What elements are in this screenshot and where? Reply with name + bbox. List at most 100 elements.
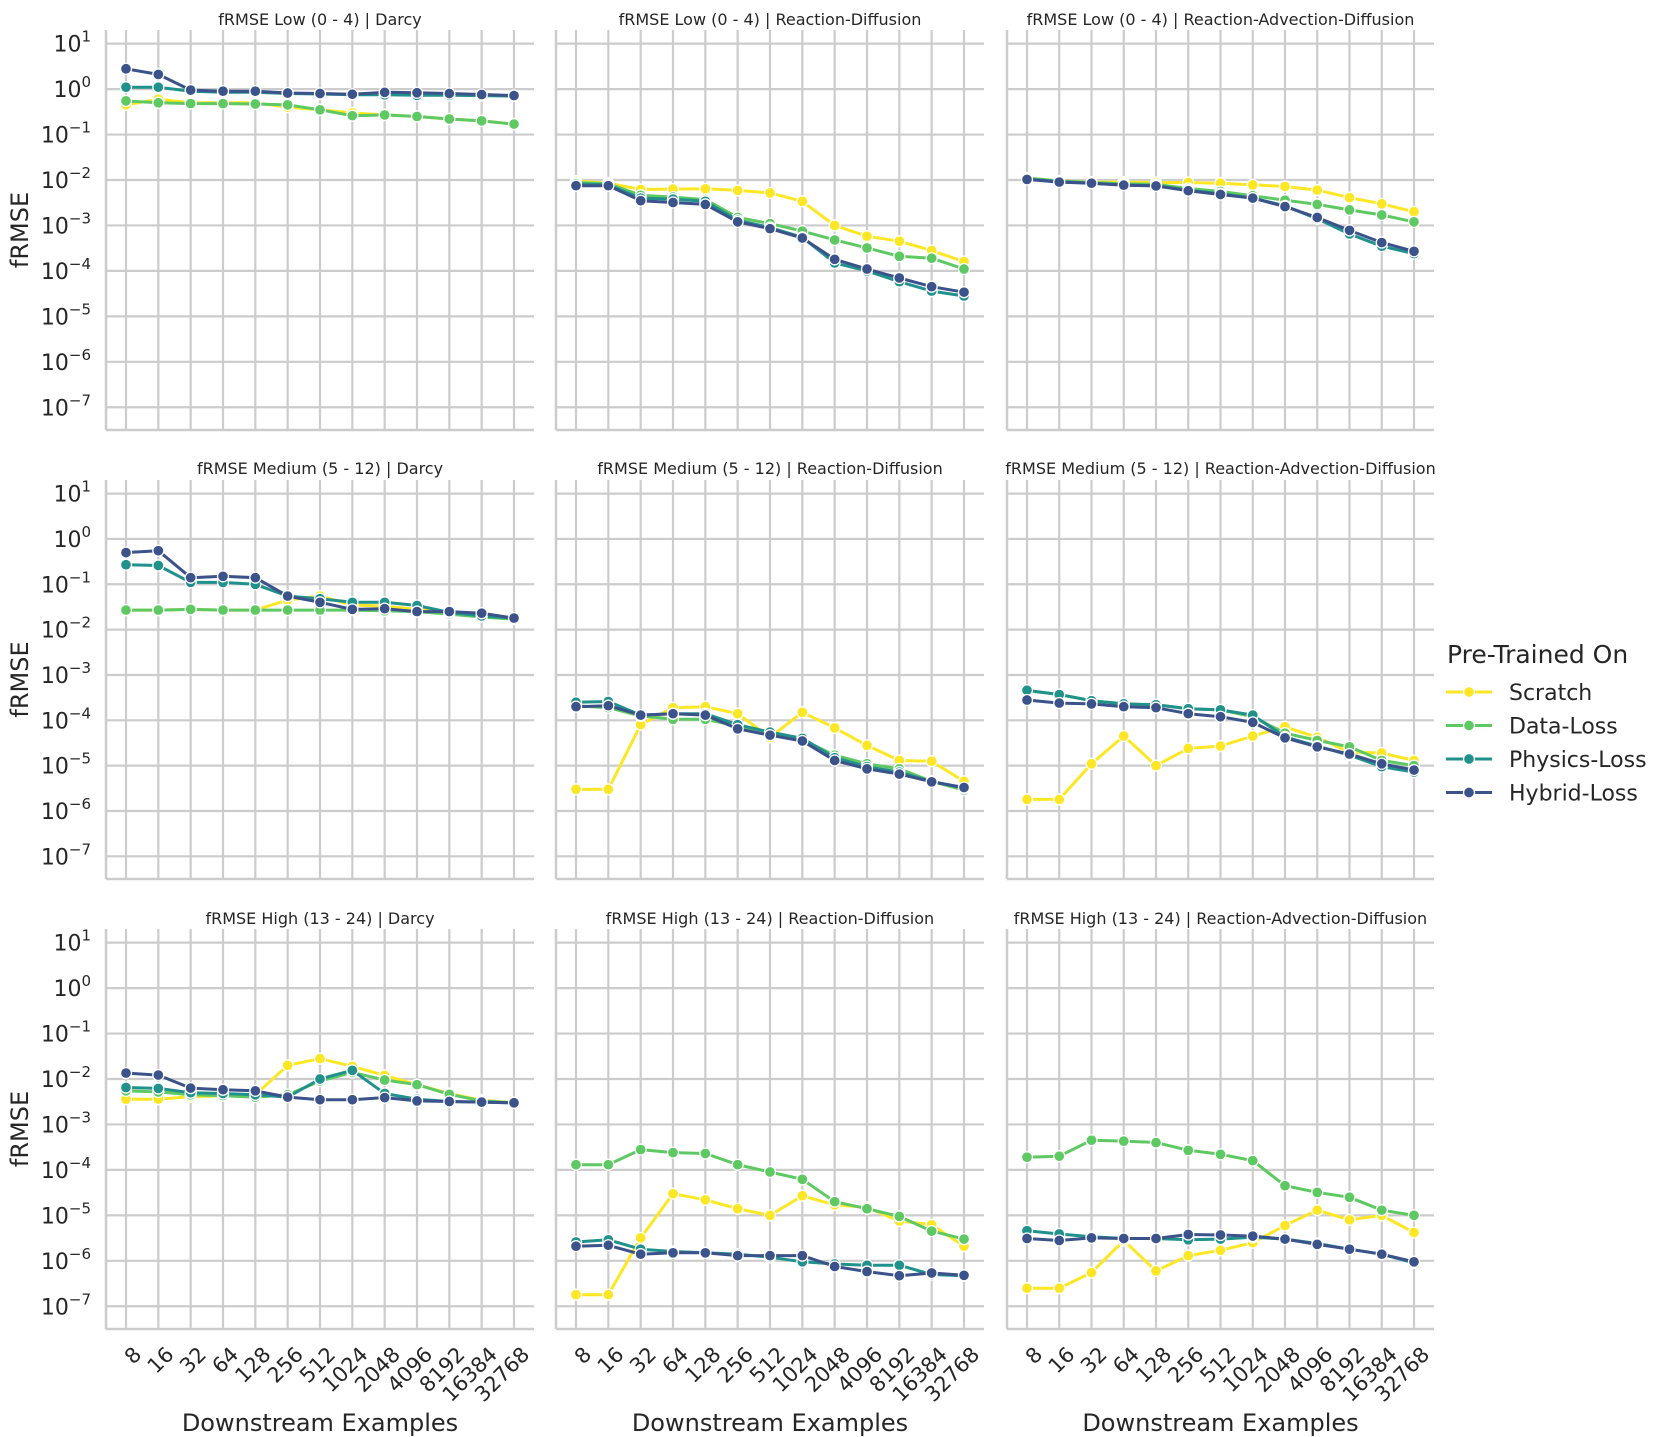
y-tick-label: 10−5 xyxy=(41,750,91,780)
data-point xyxy=(699,1193,712,1206)
data-point xyxy=(313,1072,327,1086)
data-point xyxy=(1117,729,1130,743)
data-point xyxy=(569,179,583,192)
data-point xyxy=(1149,179,1163,193)
y-tick-label: 10−1 xyxy=(41,1018,91,1048)
data-point xyxy=(1343,747,1356,761)
data-point xyxy=(216,1083,230,1096)
data-point xyxy=(569,1158,583,1171)
data-point xyxy=(763,186,777,200)
data-point xyxy=(443,1095,456,1108)
data-point xyxy=(860,762,874,775)
data-point xyxy=(763,1165,777,1179)
data-point xyxy=(184,571,197,584)
legend-item: Hybrid-Loss xyxy=(1446,782,1638,807)
data-point xyxy=(1020,693,1034,707)
data-point xyxy=(1278,180,1292,193)
data-point xyxy=(216,570,230,583)
y-tick-label: 10−7 xyxy=(41,1290,91,1320)
data-point xyxy=(925,755,938,768)
data-point xyxy=(346,603,359,616)
legend-item: Scratch xyxy=(1446,681,1592,706)
data-point xyxy=(634,708,647,722)
data-point xyxy=(249,97,262,111)
data-point xyxy=(475,1095,488,1109)
chart-panel: fRMSE Low (0 - 4) | Reaction-Advection-D… xyxy=(1005,10,1434,432)
panel-title: fRMSE High (13 - 24) | Darcy xyxy=(205,909,434,928)
data-point xyxy=(828,253,841,266)
data-point xyxy=(731,1158,744,1171)
data-point xyxy=(507,611,521,625)
data-point xyxy=(443,87,456,100)
data-point xyxy=(1246,178,1259,192)
data-point xyxy=(152,1082,165,1095)
chart-panel: fRMSE Medium (5 - 12) | Darcy 101 100 10−1 1… xyxy=(6,459,534,881)
y-axis-label: fRMSE xyxy=(6,641,34,717)
data-point xyxy=(666,707,680,720)
data-point xyxy=(281,98,294,112)
series-hybrid-loss xyxy=(119,62,521,102)
data-point xyxy=(119,603,133,617)
data-point xyxy=(1182,184,1195,197)
data-point xyxy=(796,1189,809,1202)
data-point xyxy=(1182,742,1195,755)
data-point xyxy=(184,97,197,110)
legend-title: Pre-Trained On xyxy=(1447,640,1628,669)
data-point xyxy=(1375,757,1388,770)
data-point xyxy=(569,1240,583,1253)
data-point xyxy=(1182,1249,1195,1262)
data-point xyxy=(249,1084,262,1097)
data-point xyxy=(1343,1213,1356,1226)
data-point xyxy=(1182,1144,1195,1157)
data-point xyxy=(119,1066,133,1080)
data-point xyxy=(666,1246,680,1259)
data-point xyxy=(731,722,744,735)
data-point xyxy=(378,108,391,122)
data-point xyxy=(1085,177,1098,190)
legend-swatch-marker xyxy=(1462,719,1476,732)
x-tick-label: 32 xyxy=(625,1342,661,1378)
data-point xyxy=(602,1288,615,1301)
y-tick-label: 100 xyxy=(53,972,91,1002)
data-point xyxy=(860,1265,874,1278)
data-point xyxy=(378,86,391,99)
data-point xyxy=(893,250,906,263)
data-point xyxy=(281,1090,294,1104)
series-hybrid-loss xyxy=(569,699,971,794)
data-point xyxy=(281,86,294,100)
data-point xyxy=(119,94,133,108)
series-hybrid-loss xyxy=(1020,173,1421,258)
data-point xyxy=(1182,1228,1195,1241)
data-point xyxy=(1246,716,1259,729)
data-point xyxy=(957,262,971,276)
data-point xyxy=(119,558,133,571)
data-point xyxy=(410,1094,424,1108)
x-axis-label: Downstream Examples xyxy=(182,1409,458,1437)
data-point xyxy=(152,68,165,81)
data-point xyxy=(249,571,262,584)
data-point xyxy=(1278,200,1292,213)
data-point xyxy=(1085,1231,1098,1245)
data-point xyxy=(1375,1204,1388,1217)
data-point xyxy=(507,117,521,131)
data-point xyxy=(1020,173,1034,186)
chart-panel: fRMSE High (13 - 24) | Reaction-Diffusio… xyxy=(554,909,984,1437)
data-point xyxy=(699,182,712,195)
y-tick-label: 10−1 xyxy=(41,119,91,149)
data-point xyxy=(763,1249,777,1262)
data-point xyxy=(1407,245,1421,258)
data-point xyxy=(1149,1264,1163,1278)
data-point xyxy=(893,235,906,248)
data-point xyxy=(1020,1282,1034,1295)
data-point xyxy=(957,1269,971,1282)
data-point xyxy=(346,1093,359,1106)
x-tick-label: 16 xyxy=(593,1342,629,1378)
data-point xyxy=(346,109,359,122)
data-point xyxy=(1117,700,1130,713)
data-point xyxy=(1375,197,1388,210)
chart-panel: fRMSE Medium (5 - 12) | Reaction-Advecti… xyxy=(1005,459,1436,881)
data-point xyxy=(569,1288,583,1301)
y-tick-label: 101 xyxy=(53,478,91,508)
data-point xyxy=(893,271,906,285)
x-axis-label: Downstream Examples xyxy=(1082,1409,1358,1437)
